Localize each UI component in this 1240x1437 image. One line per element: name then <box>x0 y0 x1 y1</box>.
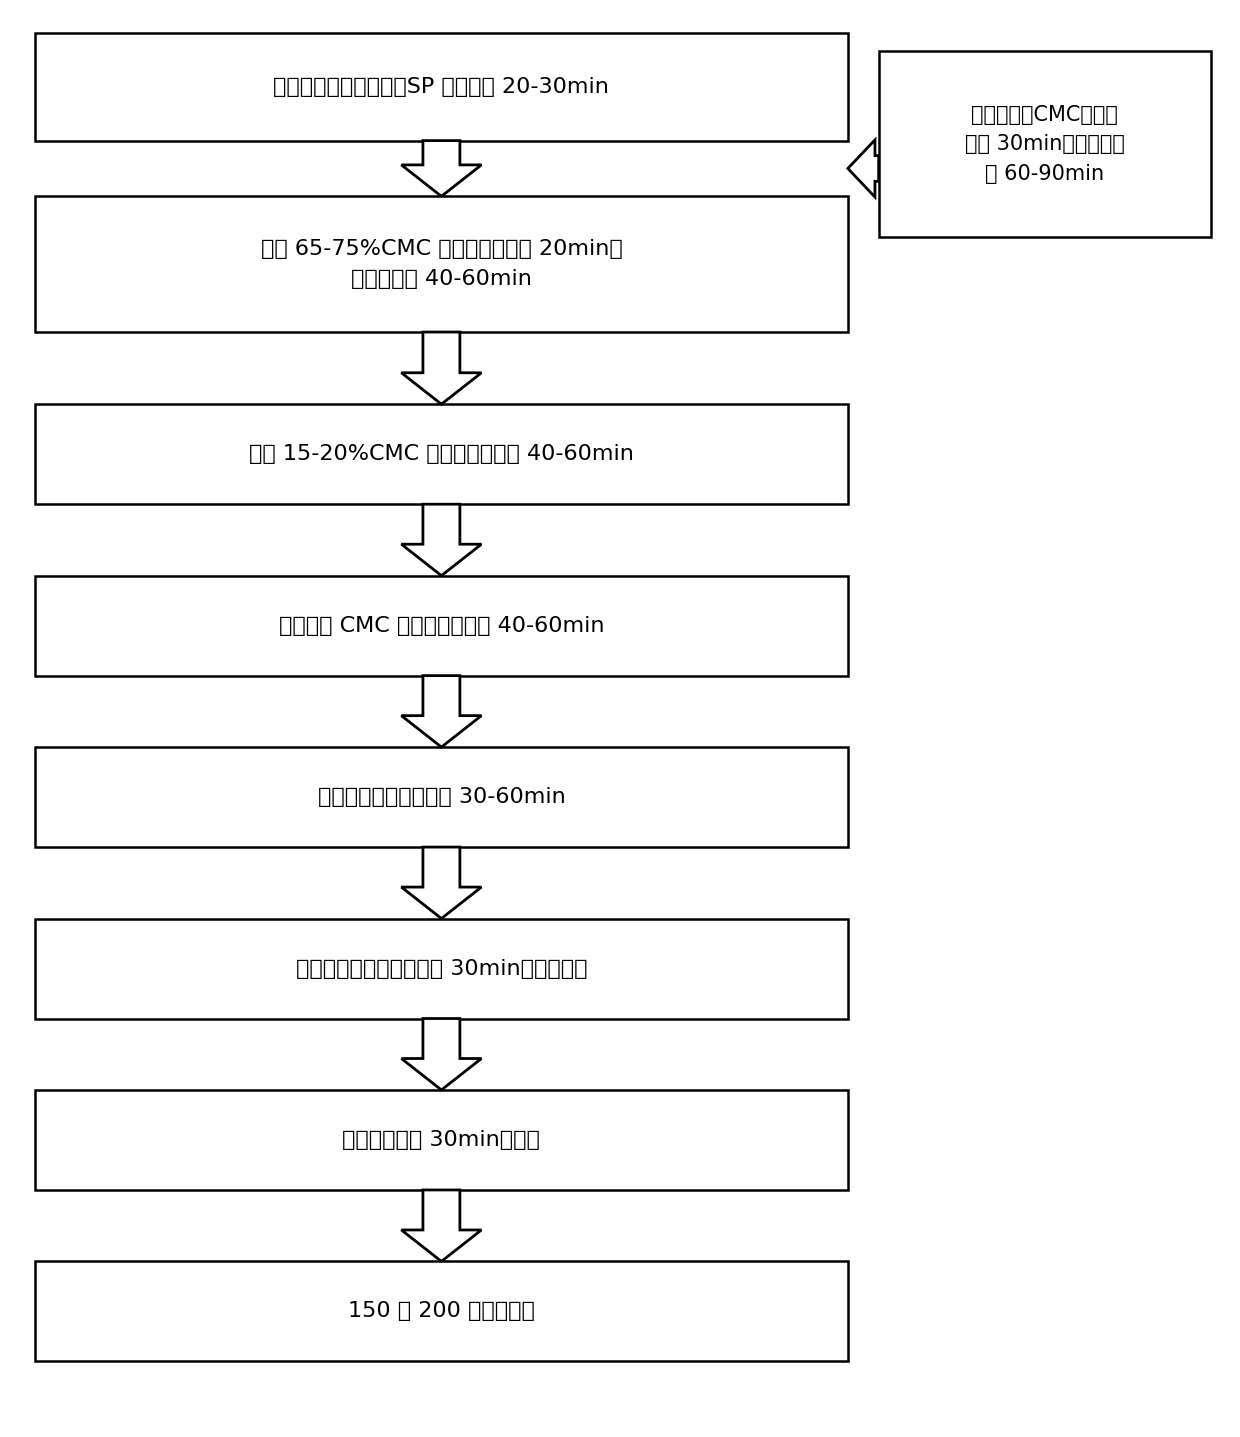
Polygon shape <box>402 1190 481 1262</box>
FancyBboxPatch shape <box>35 33 848 141</box>
Text: 150 或 200 目筛网过筛: 150 或 200 目筛网过筛 <box>348 1302 534 1322</box>
FancyBboxPatch shape <box>35 1089 848 1190</box>
Text: 真空低速反转 30min，消泡: 真空低速反转 30min，消泡 <box>342 1129 541 1150</box>
FancyBboxPatch shape <box>879 52 1211 237</box>
FancyBboxPatch shape <box>35 1262 848 1361</box>
FancyBboxPatch shape <box>35 404 848 504</box>
Polygon shape <box>402 846 481 918</box>
Polygon shape <box>848 139 879 197</box>
Polygon shape <box>402 504 481 576</box>
Text: 加入粘接剂，低速搅拌 30-60min: 加入粘接剂，低速搅拌 30-60min <box>317 787 565 808</box>
Text: 加入剩余 CMC 胶液，高速搅拌 40-60min: 加入剩余 CMC 胶液，高速搅拌 40-60min <box>279 615 604 635</box>
Polygon shape <box>402 141 481 197</box>
FancyBboxPatch shape <box>35 747 848 846</box>
FancyBboxPatch shape <box>35 197 848 332</box>
Text: 去离子水、CMC，低速
搅拌 30min，再高速搅
拌 60-90min: 去离子水、CMC，低速 搅拌 30min，再高速搅 拌 60-90min <box>965 105 1125 184</box>
Polygon shape <box>402 332 481 404</box>
FancyBboxPatch shape <box>35 918 848 1019</box>
Text: 加入 65-75%CMC 胶液，低速搅拌 20min，
再高速搅拌 40-60min: 加入 65-75%CMC 胶液，低速搅拌 20min， 再高速搅拌 40-60m… <box>260 240 622 289</box>
FancyBboxPatch shape <box>35 576 848 675</box>
Text: 加入去离子水，低速搅拌 30min，调节粘度: 加入去离子水，低速搅拌 30min，调节粘度 <box>295 958 588 979</box>
Polygon shape <box>402 675 481 747</box>
Polygon shape <box>402 1019 481 1089</box>
Text: 加入 15-20%CMC 胶液，高速搅拌 40-60min: 加入 15-20%CMC 胶液，高速搅拌 40-60min <box>249 444 634 464</box>
Text: 硅氧碳负极活性物质、SP 高速搅拌 20-30min: 硅氧碳负极活性物质、SP 高速搅拌 20-30min <box>274 78 609 98</box>
